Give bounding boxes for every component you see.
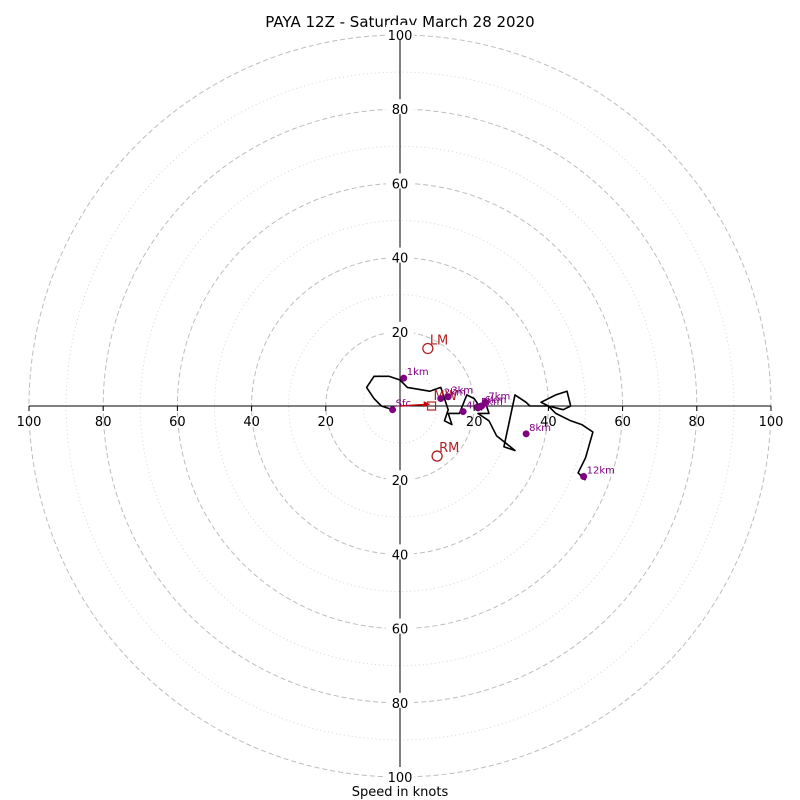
tick-label-y-down: 40 xyxy=(392,548,409,563)
height-marker-label: 6km xyxy=(485,395,507,406)
height-marker-label: 8km xyxy=(529,423,551,434)
height-marker-dot xyxy=(459,408,467,416)
mean-wind-arrowhead xyxy=(423,401,430,408)
ticks-layer: 100 80 60 40 20 20 40 60 80 100 20 40 60 80 100 20 40 60 8… xyxy=(17,25,784,786)
tick-label-x-right: 60 xyxy=(614,415,631,430)
height-marker-label: 12km xyxy=(587,465,615,476)
height-marker-label: 5km xyxy=(481,397,503,408)
height-marker-label: 3km xyxy=(451,386,473,397)
height-marker-dot xyxy=(580,472,588,480)
height-marker-label: 7km xyxy=(488,391,510,402)
height-marker-dot xyxy=(481,398,489,406)
storm-motion-marker xyxy=(422,342,434,355)
tick-label-y-up: 20 xyxy=(392,326,409,341)
tick-label-bg xyxy=(386,618,414,634)
tick-label-x-right: 40 xyxy=(540,415,557,430)
storm-motion-layer: MWLMRM xyxy=(399,333,459,462)
tick-label-bg xyxy=(386,544,414,560)
tick-label-y-up: 40 xyxy=(392,252,409,267)
height-marker-label: Sfc xyxy=(396,399,411,410)
tick-label-x-right: 100 xyxy=(759,415,784,430)
storm-motion-marker xyxy=(431,450,443,462)
hodograph-trace xyxy=(365,375,594,481)
tick-label-x-left: 80 xyxy=(95,415,112,430)
tick-label-y-down: 100 xyxy=(388,771,413,786)
height-marker-label: 2km xyxy=(444,388,466,399)
storm-motion-label: LM xyxy=(430,333,448,348)
height-marker-dot xyxy=(444,393,452,401)
height-marker-dot xyxy=(389,406,397,414)
tick-label-bg xyxy=(386,173,414,189)
tick-label-bg xyxy=(386,470,414,486)
chart-title: PAYA 12Z - Saturday March 28 2020 xyxy=(265,13,534,31)
tick-label-y-up: 100 xyxy=(388,29,413,44)
height-marker-dot xyxy=(400,374,408,382)
tick-label-x-left: 100 xyxy=(17,415,42,430)
height-marker-label: 1km xyxy=(407,367,429,378)
tick-label-x-right: 80 xyxy=(689,415,706,430)
tick-label-y-up: 80 xyxy=(392,103,409,118)
tick-label-bg xyxy=(386,247,414,263)
x-axis-label: Speed in knots xyxy=(352,785,449,800)
height-markers-layer: Sfc1km2km3km4km5km6km7km8km12km xyxy=(389,367,615,480)
tick-label-y-down: 20 xyxy=(392,474,409,489)
storm-motion-label: RM xyxy=(439,441,459,456)
tick-label-bg xyxy=(386,692,414,708)
tick-label-x-left: 40 xyxy=(243,415,260,430)
tick-label-x-right: 20 xyxy=(466,415,483,430)
tick-label-y-down: 60 xyxy=(392,623,409,638)
hodograph-layer xyxy=(365,375,594,481)
tick-label-y-up: 60 xyxy=(392,177,409,192)
tick-label-bg xyxy=(386,99,414,115)
tick-label-y-down: 80 xyxy=(392,697,409,712)
height-marker-dot xyxy=(437,395,445,403)
tick-label-bg xyxy=(386,321,414,337)
mean-wind-marker xyxy=(426,401,437,411)
tick-label-x-left: 20 xyxy=(318,415,335,430)
tick-label-x-left: 60 xyxy=(169,415,186,430)
tick-label-bg xyxy=(386,767,414,782)
height-marker-dot xyxy=(522,430,530,438)
tick-label-bg xyxy=(386,25,414,40)
